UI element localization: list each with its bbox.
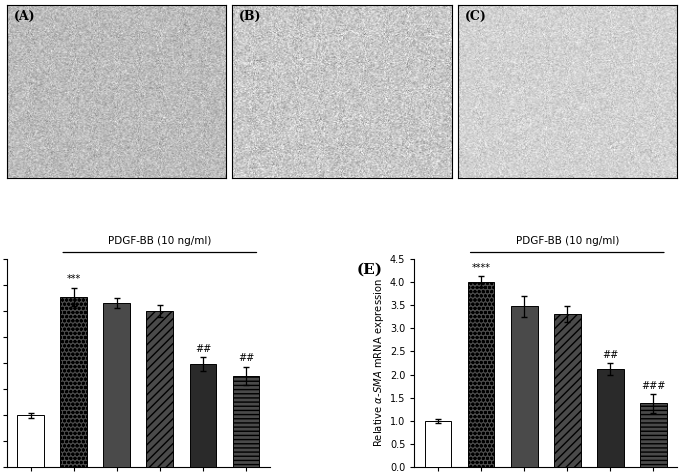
Text: (C): (C): [464, 10, 486, 23]
Text: ***: ***: [66, 274, 81, 284]
Text: ##: ##: [238, 353, 254, 363]
Text: (B): (B): [239, 10, 261, 23]
Text: ##: ##: [195, 344, 211, 354]
Text: ##: ##: [602, 350, 618, 360]
Text: (A): (A): [14, 10, 35, 23]
Bar: [60, 297, 87, 467]
Bar: [640, 404, 667, 467]
Text: ###: ###: [642, 381, 666, 391]
Bar: [103, 303, 130, 467]
Bar: [233, 376, 259, 467]
Bar: [189, 364, 216, 467]
Bar: [146, 311, 173, 467]
Text: PDGF-BB (10 ng/ml): PDGF-BB (10 ng/ml): [108, 236, 211, 246]
Text: ****: ****: [471, 263, 490, 273]
Y-axis label: Relative $\mathit{\alpha}$-$\mathit{SMA}$ mRNA expression: Relative $\mathit{\alpha}$-$\mathit{SMA}…: [371, 278, 386, 447]
Bar: [554, 314, 581, 467]
Bar: [511, 306, 538, 467]
Bar: [468, 282, 495, 467]
Bar: [17, 415, 44, 467]
Text: PDGF-BB (10 ng/ml): PDGF-BB (10 ng/ml): [516, 236, 619, 246]
Bar: [425, 421, 451, 467]
Bar: [597, 369, 624, 467]
Text: (E): (E): [356, 263, 382, 277]
